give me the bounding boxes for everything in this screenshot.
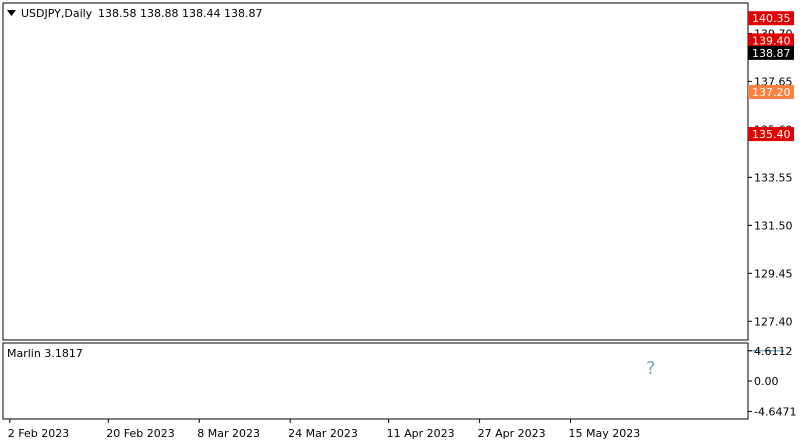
axes: 139.70137.65135.60133.55131.50129.45127.… (2, 2, 796, 440)
indicator-panel-frame (2, 342, 749, 420)
x-tick-label: 15 May 2023 (569, 427, 641, 440)
indicator-tick-label: 4.6112 (754, 345, 793, 358)
y-tick-label: 127.40 (754, 315, 793, 328)
level-price-label: 139.40 (752, 34, 791, 47)
last-price-tag (748, 45, 794, 60)
level-price-tag (748, 33, 794, 48)
x-tick-label: 2 Feb 2023 (8, 427, 69, 440)
y-tick-label: 131.50 (754, 219, 793, 232)
level-price-tag (748, 127, 794, 142)
level-price-label: 140.35 (752, 12, 791, 25)
y-tick-label: 133.55 (754, 171, 793, 184)
x-tick-label: 27 Apr 2023 (478, 427, 546, 440)
level-price-label: 137.20 (752, 86, 791, 99)
y-tick-label: 129.45 (754, 267, 793, 280)
price-panel-frame (2, 2, 749, 341)
level-price-label: 135.40 (752, 128, 791, 141)
last-price-label: 138.87 (752, 47, 791, 60)
chart-text: USDJPY,Daily 138.58 138.88 138.44 138.87… (7, 7, 656, 379)
level-price-tag (748, 11, 794, 26)
ohlc-header: 138.58 138.88 138.44 138.87 (98, 7, 262, 20)
symbol-title: USDJPY,Daily (21, 7, 93, 20)
level-price-tag (748, 84, 794, 99)
x-tick-label: 20 Feb 2023 (106, 427, 174, 440)
x-tick-label: 24 Mar 2023 (288, 427, 358, 440)
x-tick-label: 8 Mar 2023 (197, 427, 260, 440)
collapse-triangle-icon[interactable] (7, 10, 16, 16)
indicator-tick-label: 0.00 (754, 375, 779, 388)
indicator-tick-label: -4.6471 (754, 405, 796, 418)
indicator-annotation: ? (646, 358, 656, 379)
indicator-title: Marlin 3.1817 (7, 347, 83, 360)
x-tick-label: 11 Apr 2023 (387, 427, 455, 440)
